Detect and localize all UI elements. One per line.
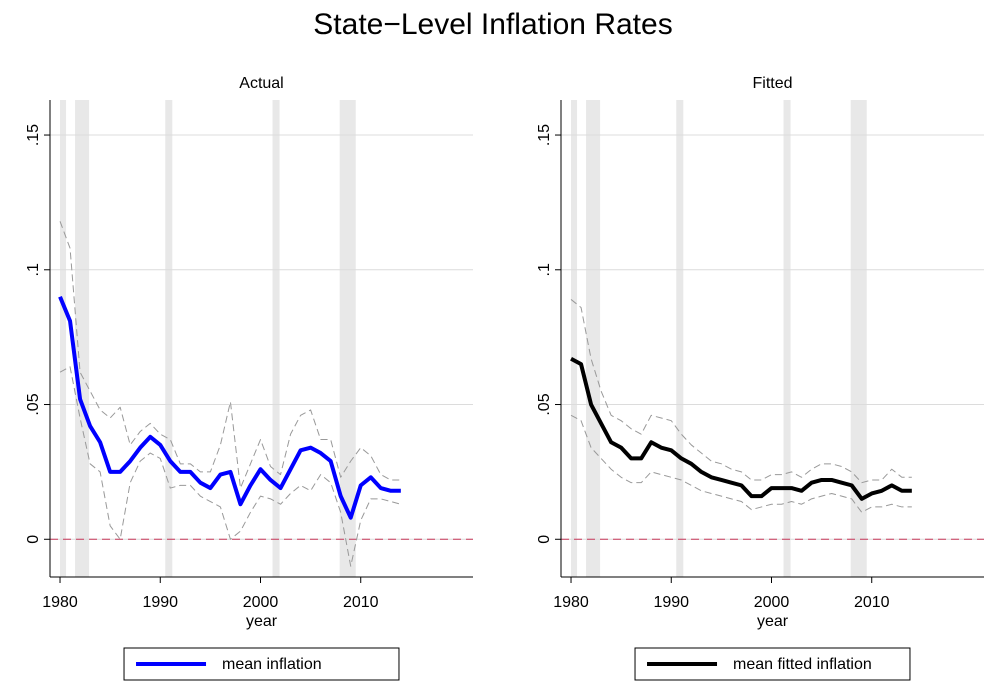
band-line xyxy=(59,366,401,567)
y-tick-label: 0 xyxy=(536,535,553,544)
x-tick-label: 2010 xyxy=(343,594,379,611)
x-axis-label: year xyxy=(246,613,278,630)
shaded-period xyxy=(339,100,356,577)
y-tick-label: .05 xyxy=(25,393,42,415)
shaded-period xyxy=(783,100,791,577)
y-tick-label: .1 xyxy=(536,263,553,276)
shaded-period xyxy=(586,100,601,577)
shaded-period xyxy=(60,100,67,577)
x-tick-label: 1980 xyxy=(42,594,78,611)
shaded-period xyxy=(676,100,684,577)
x-tick-label: 1980 xyxy=(553,594,589,611)
x-tick-label: 1990 xyxy=(142,594,178,611)
shaded-period xyxy=(850,100,867,577)
series-line xyxy=(58,295,401,520)
y-tick-label: .05 xyxy=(536,393,553,415)
shaded-period xyxy=(571,100,578,577)
panel-title: Fitted xyxy=(752,75,792,92)
band-line xyxy=(570,299,912,484)
figure-title: State−Level Inflation Rates xyxy=(313,8,672,41)
x-tick-label: 2000 xyxy=(243,594,279,611)
legend-label: mean fitted inflation xyxy=(733,656,872,673)
y-tick-label: 0 xyxy=(25,535,42,544)
band-line xyxy=(59,221,401,489)
legend-label: mean inflation xyxy=(222,656,322,673)
x-axis-label: year xyxy=(757,613,789,630)
band-line xyxy=(570,414,912,513)
x-tick-label: 1990 xyxy=(653,594,689,611)
series-line xyxy=(570,356,912,501)
x-tick-label: 2000 xyxy=(754,594,790,611)
panel-title: Actual xyxy=(239,75,283,92)
y-tick-label: .1 xyxy=(25,263,42,276)
shaded-period xyxy=(75,100,90,577)
shaded-period xyxy=(272,100,280,577)
y-tick-label: .15 xyxy=(536,124,553,146)
x-tick-label: 2010 xyxy=(854,594,890,611)
y-tick-label: .15 xyxy=(25,124,42,146)
shaded-period xyxy=(165,100,173,577)
